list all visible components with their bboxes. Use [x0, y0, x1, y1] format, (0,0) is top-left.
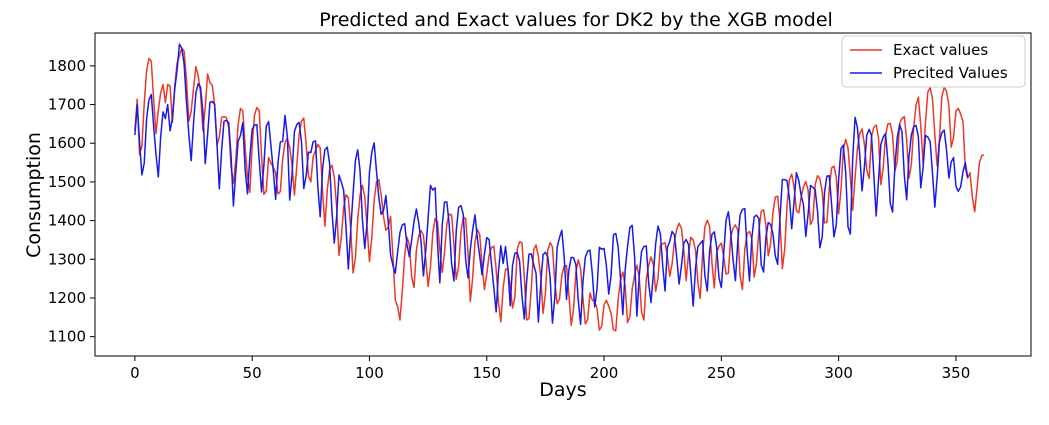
y-axis-label: Consumption — [23, 132, 45, 258]
legend-label: Exact values — [893, 41, 988, 59]
series-layer — [134, 43, 985, 332]
y-tick-label: 1600 — [48, 134, 86, 152]
legend: Exact values Precited Values — [841, 35, 1026, 88]
y-tick-label: 1400 — [48, 212, 86, 230]
y-tick-label: 1300 — [48, 250, 86, 268]
y-tick-label: 1800 — [48, 57, 86, 75]
legend-label: Precited Values — [893, 64, 1008, 82]
y-tick-label: 1700 — [48, 96, 86, 114]
x-axis-label: Days — [539, 379, 586, 401]
plot-frame — [94, 32, 1032, 357]
y-tick-label: 1500 — [48, 173, 86, 191]
x-tick-label: 350 — [942, 364, 971, 382]
chart-title: Predicted and Exact values for DK2 by th… — [319, 9, 833, 31]
legend-box — [841, 35, 1026, 88]
x-tick-label: 50 — [243, 364, 262, 382]
y-tick-label: 1100 — [48, 328, 86, 346]
x-tick-label: 300 — [824, 364, 853, 382]
y-axis: 1100 1200 1300 1400 1500 1600 1700 1800 — [48, 57, 95, 346]
x-tick-label: 250 — [707, 364, 736, 382]
x-tick-label: 150 — [472, 364, 501, 382]
x-axis: 0 50 100 150 200 250 300 350 — [130, 356, 970, 382]
y-tick-label: 1200 — [48, 289, 86, 307]
x-tick-label: 0 — [130, 364, 140, 382]
x-tick-label: 200 — [590, 364, 619, 382]
x-tick-label: 100 — [355, 364, 384, 382]
series-line-predicted-values — [134, 43, 969, 326]
